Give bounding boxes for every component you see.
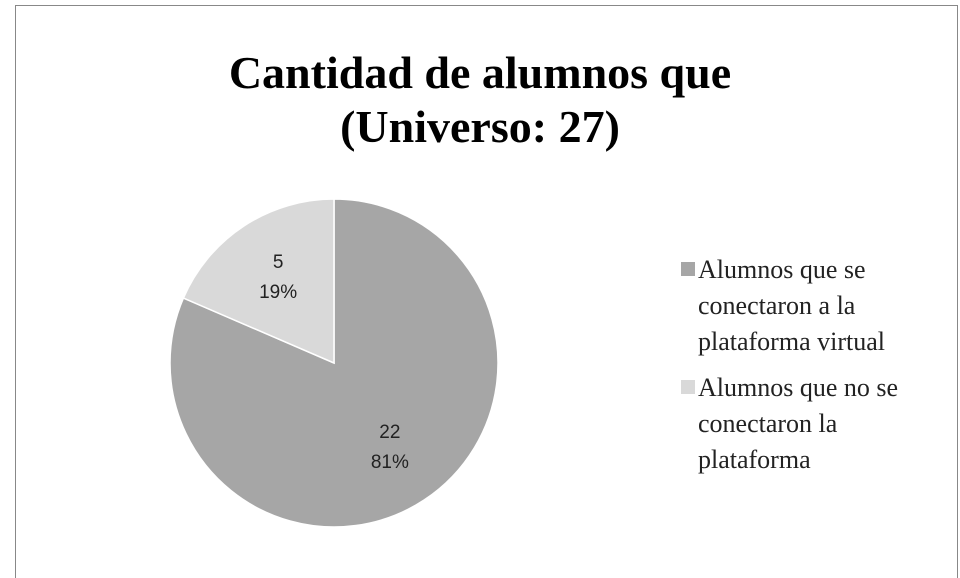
chart-frame bbox=[15, 5, 958, 578]
legend-item: Alumnos que no se conectaron la platafor… bbox=[681, 370, 948, 478]
data-label: 22 bbox=[379, 422, 400, 443]
pie-slice bbox=[182, 198, 335, 365]
legend-swatch bbox=[681, 380, 695, 394]
data-label: 81% bbox=[371, 452, 409, 473]
data-label: 5 bbox=[273, 252, 284, 273]
legend-label: Alumnos que se conectaron a la plataform… bbox=[698, 255, 885, 356]
legend-swatch bbox=[681, 262, 695, 276]
legend-label: Alumnos que no se conectaron la platafor… bbox=[698, 373, 899, 474]
legend: Alumnos que se conectaron a la plataform… bbox=[681, 252, 948, 488]
chart-title: Cantidad de alumnos que bbox=[229, 47, 731, 98]
data-label: 19% bbox=[259, 282, 297, 303]
legend-item: Alumnos que se conectaron a la plataform… bbox=[681, 252, 948, 360]
chart-title: (Universo: 27) bbox=[340, 101, 620, 152]
